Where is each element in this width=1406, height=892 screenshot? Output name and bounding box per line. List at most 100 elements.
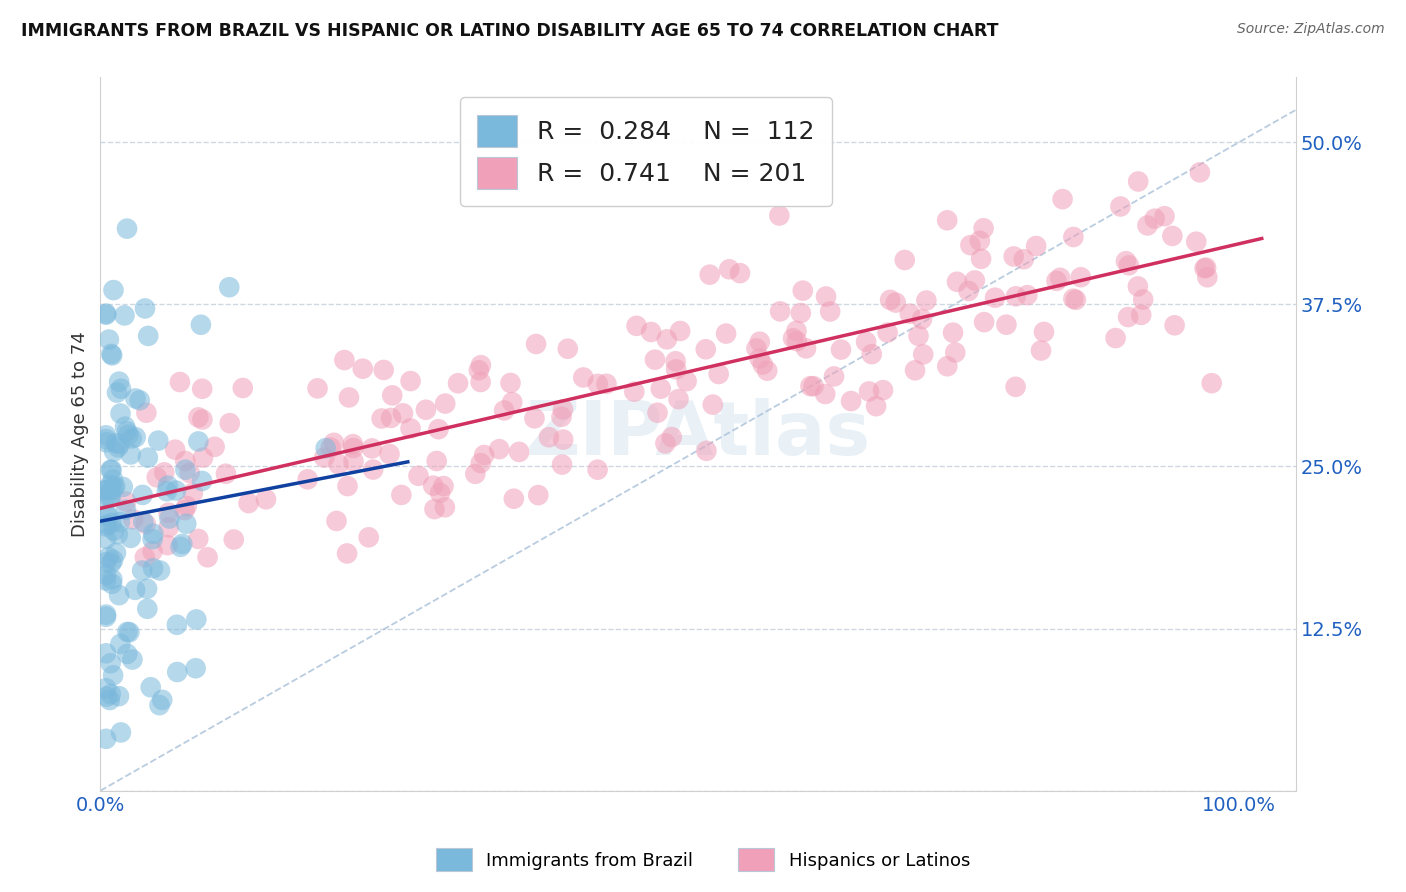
Point	[794, 342, 817, 356]
Point	[468, 363, 491, 377]
Point	[792, 284, 814, 298]
Point	[100, 490, 122, 504]
Point	[695, 443, 717, 458]
Point	[104, 546, 127, 560]
Point	[94, 567, 117, 582]
Point	[94, 532, 117, 546]
Point	[422, 478, 444, 492]
Point	[131, 564, 153, 578]
Point	[654, 436, 676, 450]
Point	[174, 454, 197, 468]
Point	[148, 698, 170, 713]
Point	[357, 530, 380, 544]
Point	[1104, 331, 1126, 345]
Point	[96, 690, 118, 704]
Point	[136, 450, 159, 465]
Point	[145, 470, 167, 484]
Point	[1153, 209, 1175, 223]
Point	[342, 454, 364, 468]
Point	[447, 376, 470, 391]
Point	[135, 406, 157, 420]
Point	[553, 433, 575, 447]
Point	[626, 318, 648, 333]
Point	[101, 553, 124, 567]
Point	[1012, 252, 1035, 267]
Point	[94, 731, 117, 746]
Point	[1064, 293, 1087, 307]
Point	[1005, 289, 1028, 303]
Point	[101, 577, 124, 591]
Point	[650, 382, 672, 396]
Point	[325, 514, 347, 528]
Point	[120, 531, 142, 545]
Point	[174, 463, 197, 477]
Point	[94, 646, 117, 660]
Point	[669, 324, 692, 338]
Text: Source: ZipAtlas.com: Source: ZipAtlas.com	[1237, 22, 1385, 37]
Point	[115, 221, 138, 235]
Point	[1197, 270, 1219, 285]
Point	[1201, 376, 1223, 391]
Point	[131, 488, 153, 502]
Point	[408, 468, 430, 483]
Point	[148, 434, 170, 448]
Point	[1115, 254, 1137, 268]
Point	[756, 364, 779, 378]
Point	[94, 490, 117, 504]
Point	[537, 430, 560, 444]
Point	[661, 430, 683, 444]
Point	[100, 463, 122, 477]
Point	[361, 462, 384, 476]
Point	[501, 395, 523, 409]
Point	[380, 411, 402, 425]
Point	[415, 402, 437, 417]
Point	[191, 382, 214, 396]
Point	[132, 515, 155, 529]
Point	[904, 363, 927, 377]
Point	[695, 343, 717, 357]
Point	[790, 306, 813, 320]
Point	[768, 209, 790, 223]
Point	[389, 488, 412, 502]
Point	[969, 234, 991, 248]
Point	[322, 435, 344, 450]
Point	[103, 444, 125, 458]
Point	[187, 434, 209, 449]
Point	[108, 515, 131, 529]
Point	[110, 382, 132, 396]
Point	[197, 550, 219, 565]
Point	[1194, 261, 1216, 276]
Point	[586, 463, 609, 477]
Point	[718, 262, 741, 277]
Point	[232, 381, 254, 395]
Point	[174, 516, 197, 531]
Point	[839, 394, 862, 409]
Point	[665, 354, 688, 368]
Point	[973, 221, 995, 235]
Point	[1185, 235, 1208, 249]
Point	[470, 456, 492, 470]
Point	[104, 436, 127, 450]
Point	[94, 308, 117, 322]
Point	[785, 324, 807, 338]
Point	[675, 374, 697, 388]
Point	[942, 326, 965, 340]
Point	[1126, 279, 1149, 293]
Point	[97, 508, 120, 523]
Point	[432, 479, 454, 493]
Point	[884, 295, 907, 310]
Point	[169, 540, 191, 554]
Point	[499, 376, 522, 390]
Point	[100, 516, 122, 530]
Point	[124, 582, 146, 597]
Point	[166, 665, 188, 679]
Point	[107, 527, 129, 541]
Point	[101, 668, 124, 682]
Point	[108, 375, 131, 389]
Point	[1017, 288, 1039, 302]
Point	[173, 503, 195, 517]
Point	[399, 421, 422, 435]
Point	[108, 689, 131, 703]
Point	[745, 342, 768, 356]
Point	[134, 550, 156, 565]
